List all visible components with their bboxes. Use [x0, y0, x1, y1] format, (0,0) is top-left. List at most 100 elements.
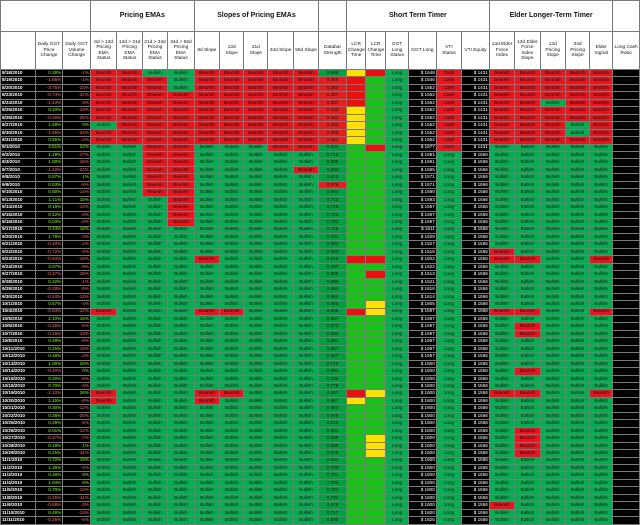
- elder-cell: Bearish: [514, 136, 541, 145]
- date-cell: 9/23/2010: [0, 255, 36, 264]
- slope-cell: Bearish: [292, 76, 320, 85]
- elder-cell: Bullish: [539, 143, 566, 153]
- slope-cell: Bullish: [267, 434, 294, 443]
- elder-cell: Bullish: [589, 449, 614, 458]
- ema-status-cell: Bullish: [116, 449, 143, 458]
- slope-cell: Bullish: [267, 516, 294, 525]
- lcr-change-cell: [345, 419, 367, 428]
- table-row: 11/2/2010 1.36% -4% Bullish Bullish Bullish Bu…: [0, 463, 640, 473]
- elder-cell: Bullish: [488, 165, 516, 175]
- elder-cell: Bullish: [514, 203, 541, 212]
- ema-status-cell: Bullish: [141, 411, 169, 421]
- ema-status-cell: Bullish: [167, 493, 195, 503]
- long-cash-ratio-cell: 1.665: [612, 456, 640, 466]
- ema-status-cell: Bearish: [141, 136, 169, 145]
- databar-strength-cell: 0.725: [318, 203, 347, 212]
- elder-cell: Bullish: [539, 232, 566, 242]
- price-change-cell: -0.47%: [34, 270, 64, 279]
- table-row: 11/4/2010 1.04% 6% Bullish Bullish Bullish Bul…: [0, 478, 640, 488]
- ggt-status-cell: Long: [385, 203, 410, 212]
- ema-status-cell: Bullish: [167, 449, 195, 458]
- slope-cell: Bearish: [267, 128, 294, 138]
- slope-cell: Bearish: [243, 128, 269, 138]
- databar-strength-cell: 0.684: [318, 240, 347, 249]
- slope-cell: Bullish: [219, 367, 245, 376]
- ema-status-cell: Bearish: [116, 83, 143, 93]
- elder-cell: Bullish: [564, 381, 591, 391]
- elder-cell: Bullish: [564, 322, 591, 331]
- slope-cell: Bullish: [243, 232, 269, 242]
- date-cell: 10/21/2010: [0, 404, 36, 413]
- date-cell: 9/20/2010: [0, 232, 36, 242]
- elder-cell: Bullish: [589, 396, 614, 406]
- lcr-change-cell: [345, 277, 367, 287]
- ema-status-cell: Bullish: [89, 210, 118, 220]
- ema-status-cell: Bullish: [167, 262, 195, 272]
- ggt-long-cell: $ 1625: [408, 516, 437, 525]
- lcr-change-cell: [345, 471, 367, 480]
- elder-cell: Bearish: [539, 128, 566, 138]
- vti-equity-cell: $ 1431: [461, 113, 490, 123]
- databar-strength-cell: 0.700: [318, 262, 347, 272]
- elder-cell: Bearish: [589, 98, 614, 108]
- ema-status-cell: Bullish: [167, 516, 195, 525]
- ema-status-cell: Bullish: [89, 225, 118, 235]
- price-change-cell: 1.36%: [34, 463, 64, 473]
- ggt-status-cell: Long: [385, 180, 410, 190]
- slope-cell: Bullish: [243, 277, 269, 287]
- date-cell: 9/28/2010: [0, 277, 36, 287]
- price-change-cell: 2.10%: [34, 314, 64, 324]
- elder-cell: Bullish: [564, 225, 591, 235]
- ema-status-cell: Bearish: [116, 113, 143, 123]
- slope-cell: Bullish: [267, 471, 294, 480]
- slope-cell: Bullish: [219, 180, 245, 190]
- table-row: 8/19/2010 -1.85% -1% Bearish Bearish Bearish B…: [0, 76, 640, 85]
- date-cell: 9/7/2010: [0, 165, 36, 175]
- ema-status-cell: Bearish: [116, 136, 143, 145]
- table-row: 9/30/2010 -0.24% -13% Bullish Bullish Bullish…: [0, 292, 640, 302]
- ggt-long-cell: $ 1552: [408, 113, 437, 123]
- elder-cell: Bearish: [514, 83, 541, 93]
- ema-status-cell: Bullish: [116, 337, 143, 346]
- slope-cell: Bullish: [219, 232, 245, 242]
- slope-cell: Bullish: [267, 314, 294, 324]
- ggt-long-cell: $ 1593: [408, 195, 437, 205]
- slope-cell: Bullish: [243, 270, 269, 279]
- table-row: 10/20/2010 1.15% -8% Bearish Bullish Bullish B…: [0, 396, 640, 406]
- date-cell: 10/25/2010: [0, 419, 36, 428]
- slope-cell: Bullish: [219, 426, 245, 436]
- slope-cell: Bullish: [292, 210, 320, 220]
- ggt-long-cell: $ 1597: [408, 344, 437, 354]
- vti-status-cell: Long: [435, 195, 463, 205]
- vti-status-cell: Long: [435, 337, 463, 346]
- price-change-cell: 1.78%: [34, 232, 64, 242]
- ema-status-cell: Bullish: [141, 352, 169, 361]
- price-change-cell: 0.72%: [34, 456, 64, 466]
- slope-cell: Bullish: [243, 381, 269, 391]
- databar-strength-cell: 0.690: [318, 277, 347, 287]
- elder-cell: Bullish: [564, 449, 591, 458]
- vti-status-cell: Long: [435, 493, 463, 503]
- column-header: 34d Pricing Slope: [564, 31, 591, 70]
- elder-cell: Bullish: [488, 195, 516, 205]
- elder-cell: Bullish: [589, 426, 614, 436]
- databar-strength-cell: 0.653: [318, 404, 347, 413]
- elder-cell: Bearish: [488, 98, 516, 108]
- elder-cell: Bullish: [589, 270, 614, 279]
- slope-cell: Bullish: [292, 396, 320, 406]
- elder-cell: Bullish: [539, 218, 566, 227]
- ggt-status-cell: Long: [385, 218, 410, 227]
- slope-cell: Bullish: [267, 150, 294, 160]
- elder-cell: Bullish: [488, 381, 516, 391]
- vti-status-cell: Long: [435, 218, 463, 227]
- slope-cell: Bullish: [193, 180, 221, 190]
- ema-status-cell: Bearish: [167, 121, 195, 130]
- table-row: 9/22/2010 -0.72% -4% Bullish Bullish Bullish B…: [0, 247, 640, 257]
- lcr-change-cell: [365, 449, 387, 458]
- ema-status-cell: Bullish: [89, 277, 118, 287]
- slope-cell: Bearish: [219, 106, 245, 115]
- vti-status-cell: Long: [435, 381, 463, 391]
- lcr-change-cell: [345, 396, 367, 406]
- slope-cell: Bullish: [292, 203, 320, 212]
- slope-cell: Bullish: [193, 285, 221, 294]
